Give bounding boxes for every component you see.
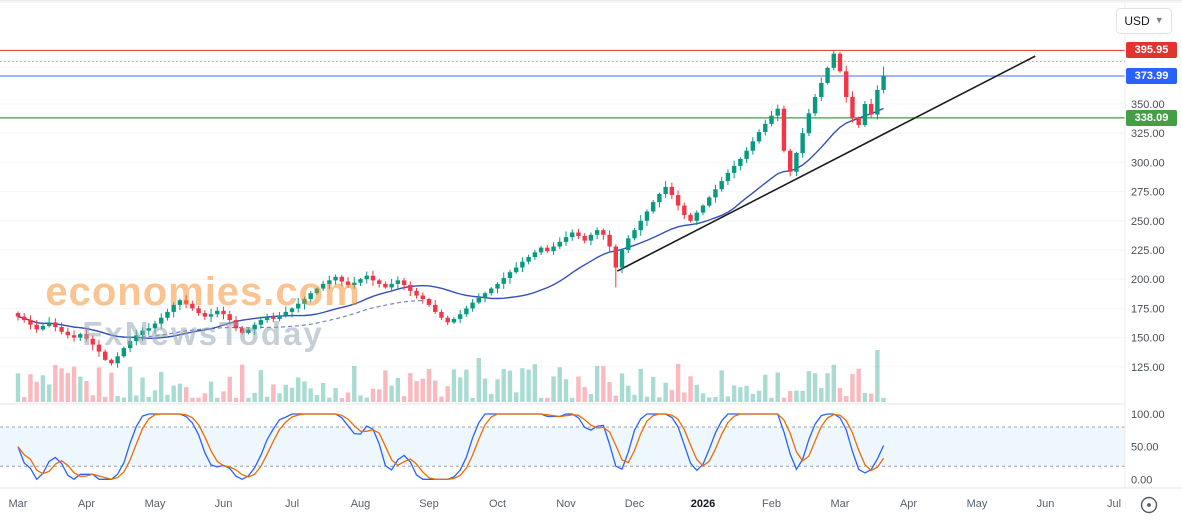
resistance-price-badge: 395.95 [1126, 42, 1177, 58]
candles [15, 50, 886, 368]
level-lines [0, 49, 1125, 119]
time-axis-label: May [967, 498, 988, 510]
time-axis-label: Sep [419, 498, 439, 510]
stoch-tick-label: 50.00 [1131, 442, 1159, 454]
stoch-d-line [17, 413, 885, 480]
month-labels[interactable]: Mar Apr May Jun Jul Aug Sep Oct Nov Dec 2026 Feb Mar… [9, 498, 1122, 510]
stoch-tick-label: 100.00 [1131, 409, 1165, 421]
time-axis-label: Oct [489, 498, 506, 510]
time-axis-label: Nov [556, 498, 576, 510]
price-tick-label: 225.00 [1131, 245, 1165, 257]
price-tick-label: 350.00 [1131, 99, 1165, 111]
price-tick-label: 325.00 [1131, 128, 1165, 140]
price-tick-label: 300.00 [1131, 157, 1165, 169]
price-tick-label: 200.00 [1131, 274, 1165, 286]
ma-line-secondary [17, 300, 423, 338]
time-axis-label: 2026 [691, 498, 715, 510]
trendline [617, 55, 1036, 272]
stoch-band [0, 426, 1125, 467]
currency-dropdown[interactable]: USD ▼ [1116, 8, 1172, 34]
stoch-tick-label: 0.00 [1131, 474, 1152, 486]
price-tick-label: 275.00 [1131, 187, 1165, 199]
time-axis-label: Dec [625, 498, 645, 510]
pane-separators [0, 1, 1182, 489]
time-axis-label: Jun [215, 498, 233, 510]
target-icon[interactable] [1137, 493, 1161, 517]
time-axis-label: Mar [831, 498, 850, 510]
price-tick-label: 125.00 [1131, 362, 1165, 374]
price-tick-label: 150.00 [1131, 333, 1165, 345]
time-axis-label: Jul [1107, 498, 1121, 510]
price-tick-labels[interactable]: 350.00 325.00 300.00 275.00 250.00 225.00 200.… [1131, 99, 1165, 486]
volume-bars [15, 350, 886, 402]
time-axis-label: Apr [78, 498, 95, 510]
time-axis-label: Mar [9, 498, 28, 510]
support-price-badge: 338.09 [1126, 110, 1177, 126]
time-axis-label: Apr [900, 498, 917, 510]
price-tick-label: 250.00 [1131, 216, 1165, 228]
time-axis-label: Feb [762, 498, 781, 510]
chevron-down-icon: ▼ [1154, 14, 1164, 25]
price-tick-label: 175.00 [1131, 303, 1165, 315]
time-axis-label: Aug [351, 498, 371, 510]
time-axis-label: Jul [285, 498, 299, 510]
time-axis-label: Jun [1037, 498, 1055, 510]
target-icon-glyph [1140, 496, 1158, 514]
last-price-price-badge: 373.99 [1126, 68, 1177, 84]
currency-label: USD [1124, 14, 1150, 28]
ma-line [17, 107, 884, 340]
gridlines [0, 103, 1125, 368]
time-axis-label: May [145, 498, 166, 510]
